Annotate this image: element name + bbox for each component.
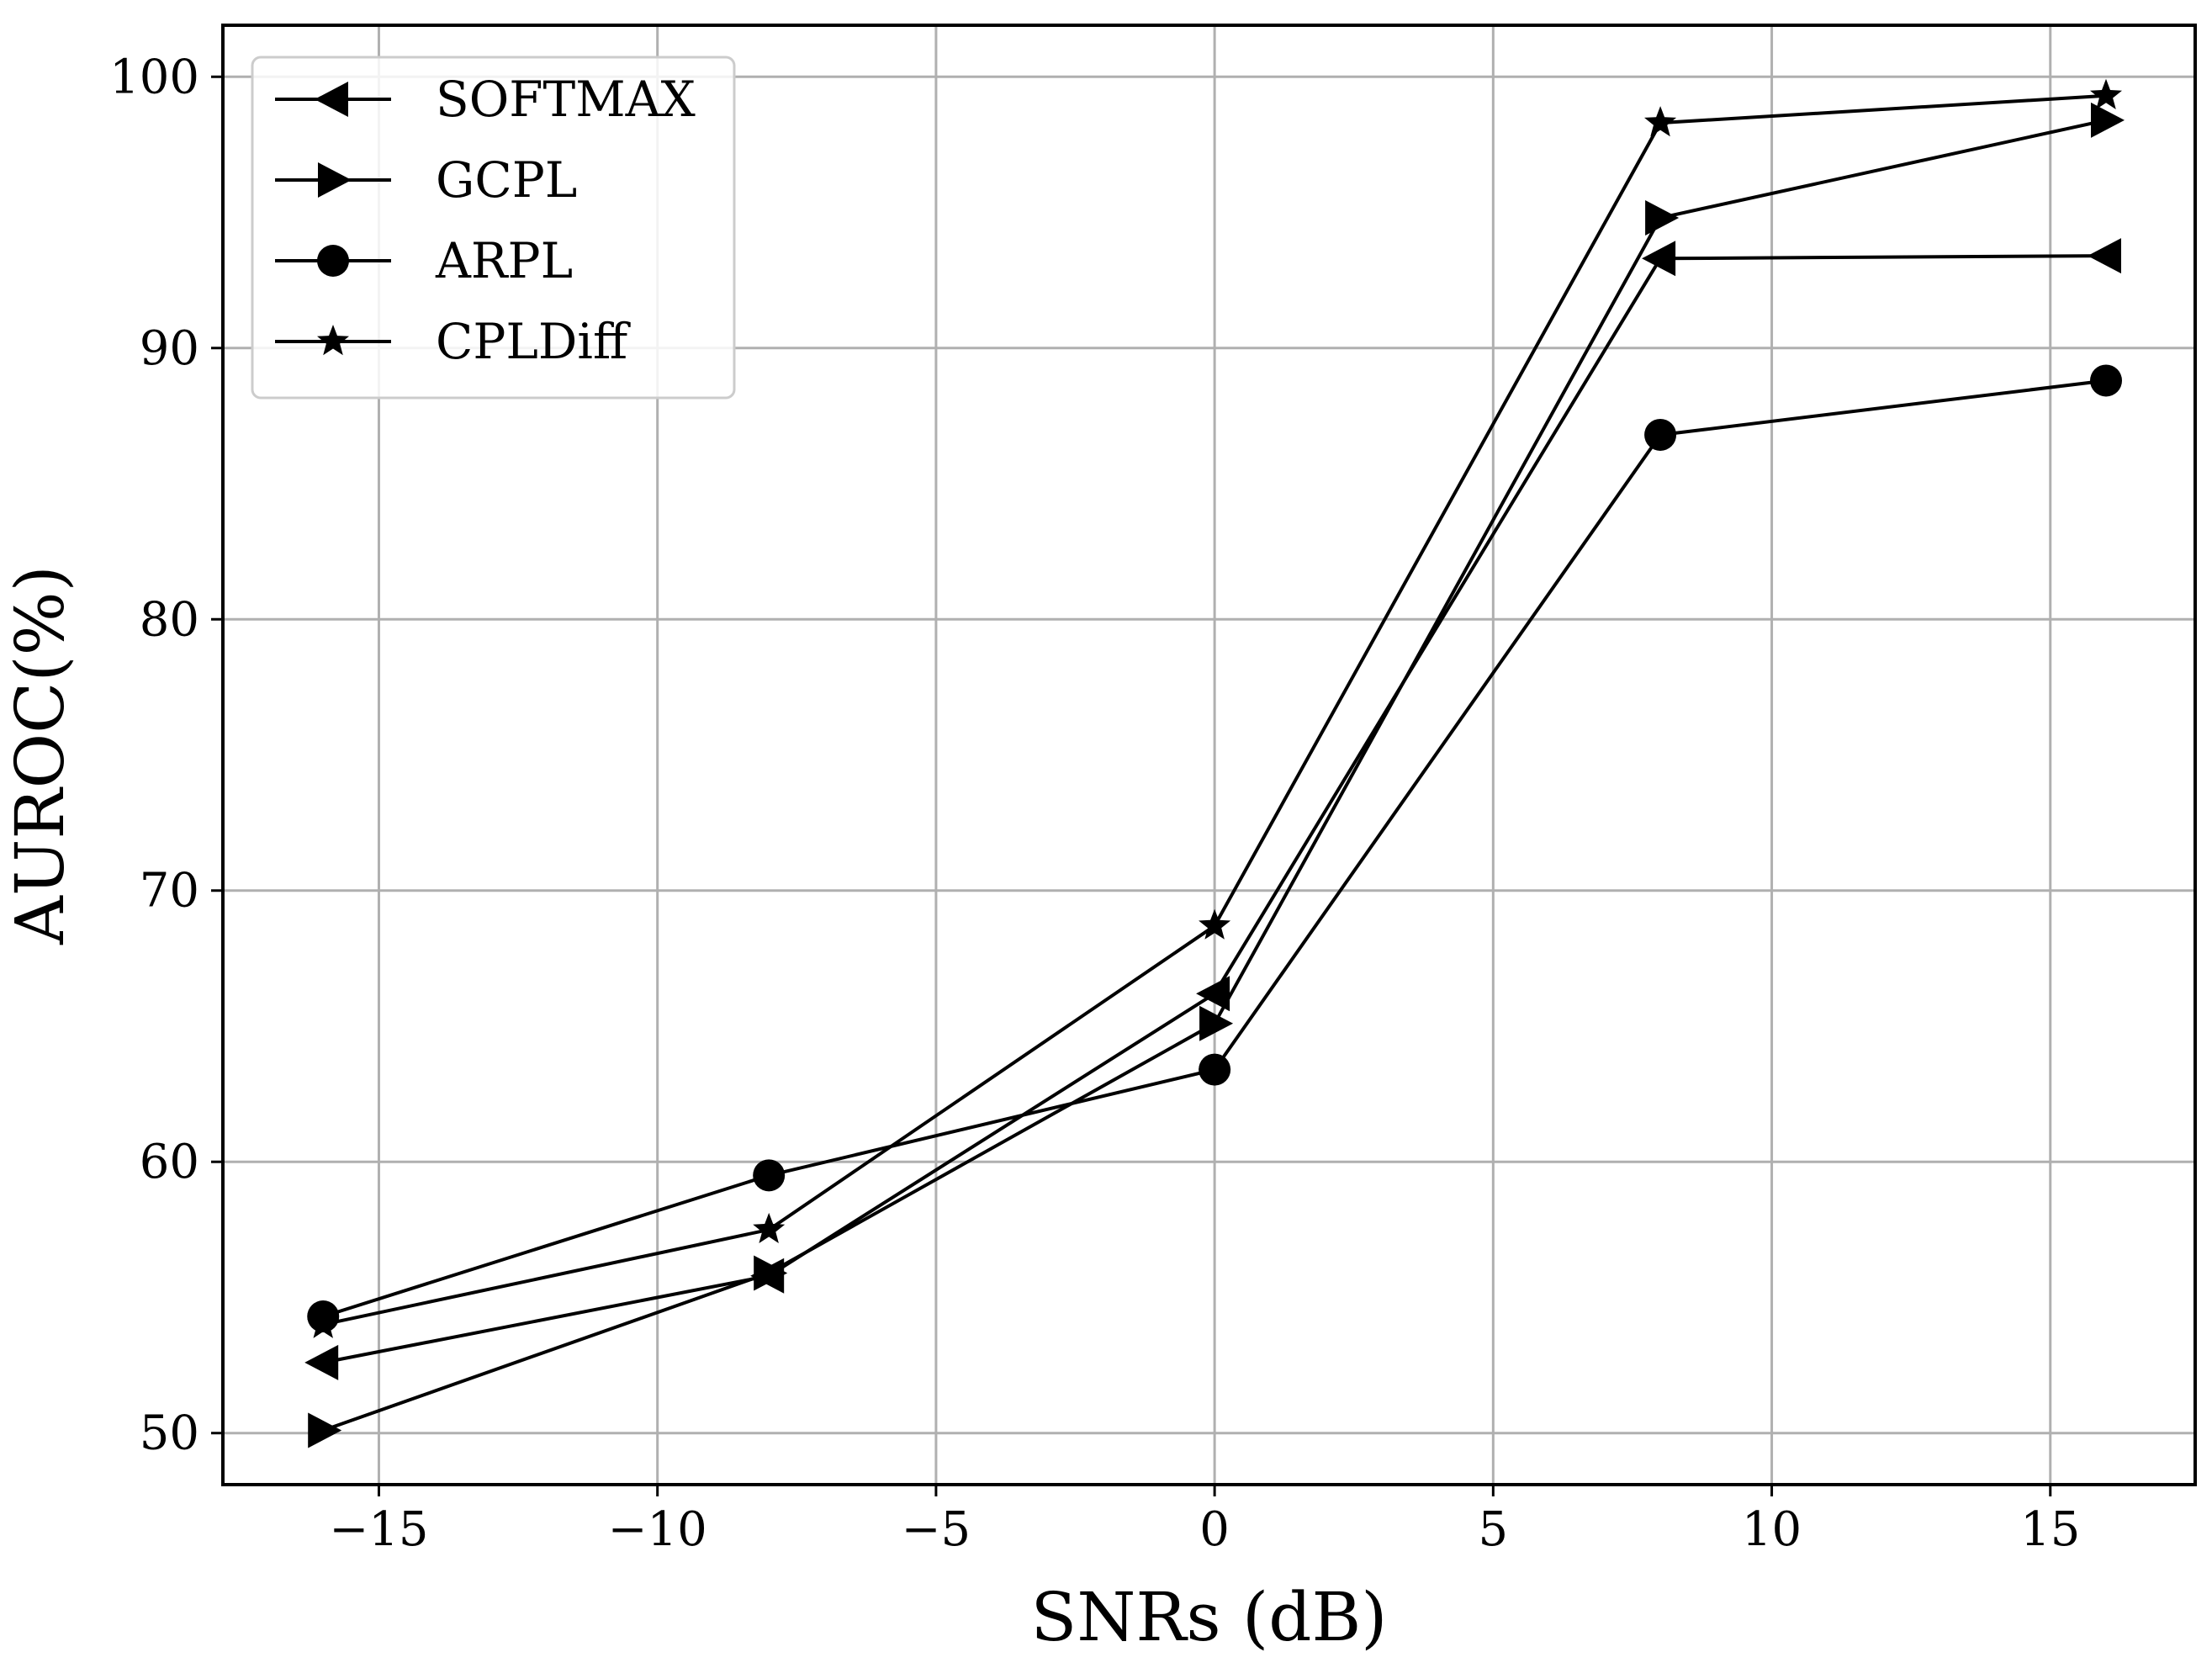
data-point-cpldiff — [1644, 106, 1677, 137]
data-point-gcpl — [308, 1412, 342, 1448]
y-tick-label: 70 — [140, 864, 199, 919]
y-tick-label: 100 — [109, 50, 199, 104]
y-tick-label: 90 — [140, 321, 199, 376]
legend-marker-softmax — [315, 82, 348, 117]
data-point-arpl — [753, 1159, 786, 1192]
legend: SOFTMAX GCPL ARPL CPLDiff — [251, 56, 736, 400]
series-cpldiff — [307, 78, 2122, 1338]
x-tick-label: 0 — [1199, 1502, 1230, 1557]
y-tick-label: 50 — [140, 1406, 199, 1461]
data-point-gcpl — [754, 1255, 788, 1291]
data-point-softmax — [1642, 241, 1676, 277]
x-tick-label: −5 — [902, 1502, 971, 1557]
data-point-softmax — [1196, 976, 1230, 1012]
x-tick-label: 10 — [1742, 1502, 1802, 1557]
legend-item-cpldiff: CPLDiff — [275, 313, 631, 370]
plot-frame — [221, 24, 2197, 1486]
x-tick-label: 5 — [1479, 1502, 1509, 1557]
legend-label: CPLDiff — [436, 313, 631, 370]
data-point-cpldiff — [1199, 908, 1231, 940]
y-tick-label: 80 — [140, 592, 199, 647]
legend-label: SOFTMAX — [436, 71, 696, 128]
data-point-cpldiff — [307, 1307, 340, 1338]
data-point-cpldiff — [2090, 78, 2122, 109]
legend-item-arpl: ARPL — [275, 232, 573, 289]
legend-label: GCPL — [436, 151, 577, 209]
series-group — [304, 78, 2125, 1448]
data-point-softmax — [304, 1344, 339, 1380]
data-point-gcpl — [1645, 200, 1680, 236]
grid — [223, 25, 2195, 1485]
data-point-cpldiff — [753, 1212, 786, 1243]
axis-ticks — [211, 75, 2052, 1496]
data-point-gcpl — [2091, 102, 2125, 138]
x-tick-label: −10 — [608, 1502, 707, 1557]
legend-marker-gcpl — [318, 162, 352, 198]
legend-box — [251, 56, 736, 400]
x-tick-label: −15 — [329, 1502, 428, 1557]
data-point-arpl — [2090, 364, 2123, 397]
legend-marker-cpldiff — [317, 325, 349, 356]
y-axis-label: AUROC(%) — [1, 565, 79, 945]
legend-marker-arpl — [317, 245, 349, 277]
tick-labels: −15 −10 −5 0 5 10 15 50 60 70 80 90 100 — [109, 50, 2080, 1557]
data-point-gcpl — [1199, 1005, 1234, 1041]
data-point-softmax — [2088, 238, 2121, 274]
legend-label: ARPL — [435, 232, 573, 289]
data-point-arpl — [1199, 1053, 1231, 1086]
x-axis-label: SNRs (dB) — [1031, 1578, 1388, 1656]
y-tick-label: 60 — [140, 1135, 199, 1189]
data-point-arpl — [1644, 418, 1677, 451]
x-tick-label: 15 — [2020, 1502, 2080, 1557]
series-gcpl — [308, 102, 2125, 1448]
legend-item-gcpl: GCPL — [275, 151, 577, 209]
legend-item-softmax: SOFTMAX — [275, 71, 696, 128]
